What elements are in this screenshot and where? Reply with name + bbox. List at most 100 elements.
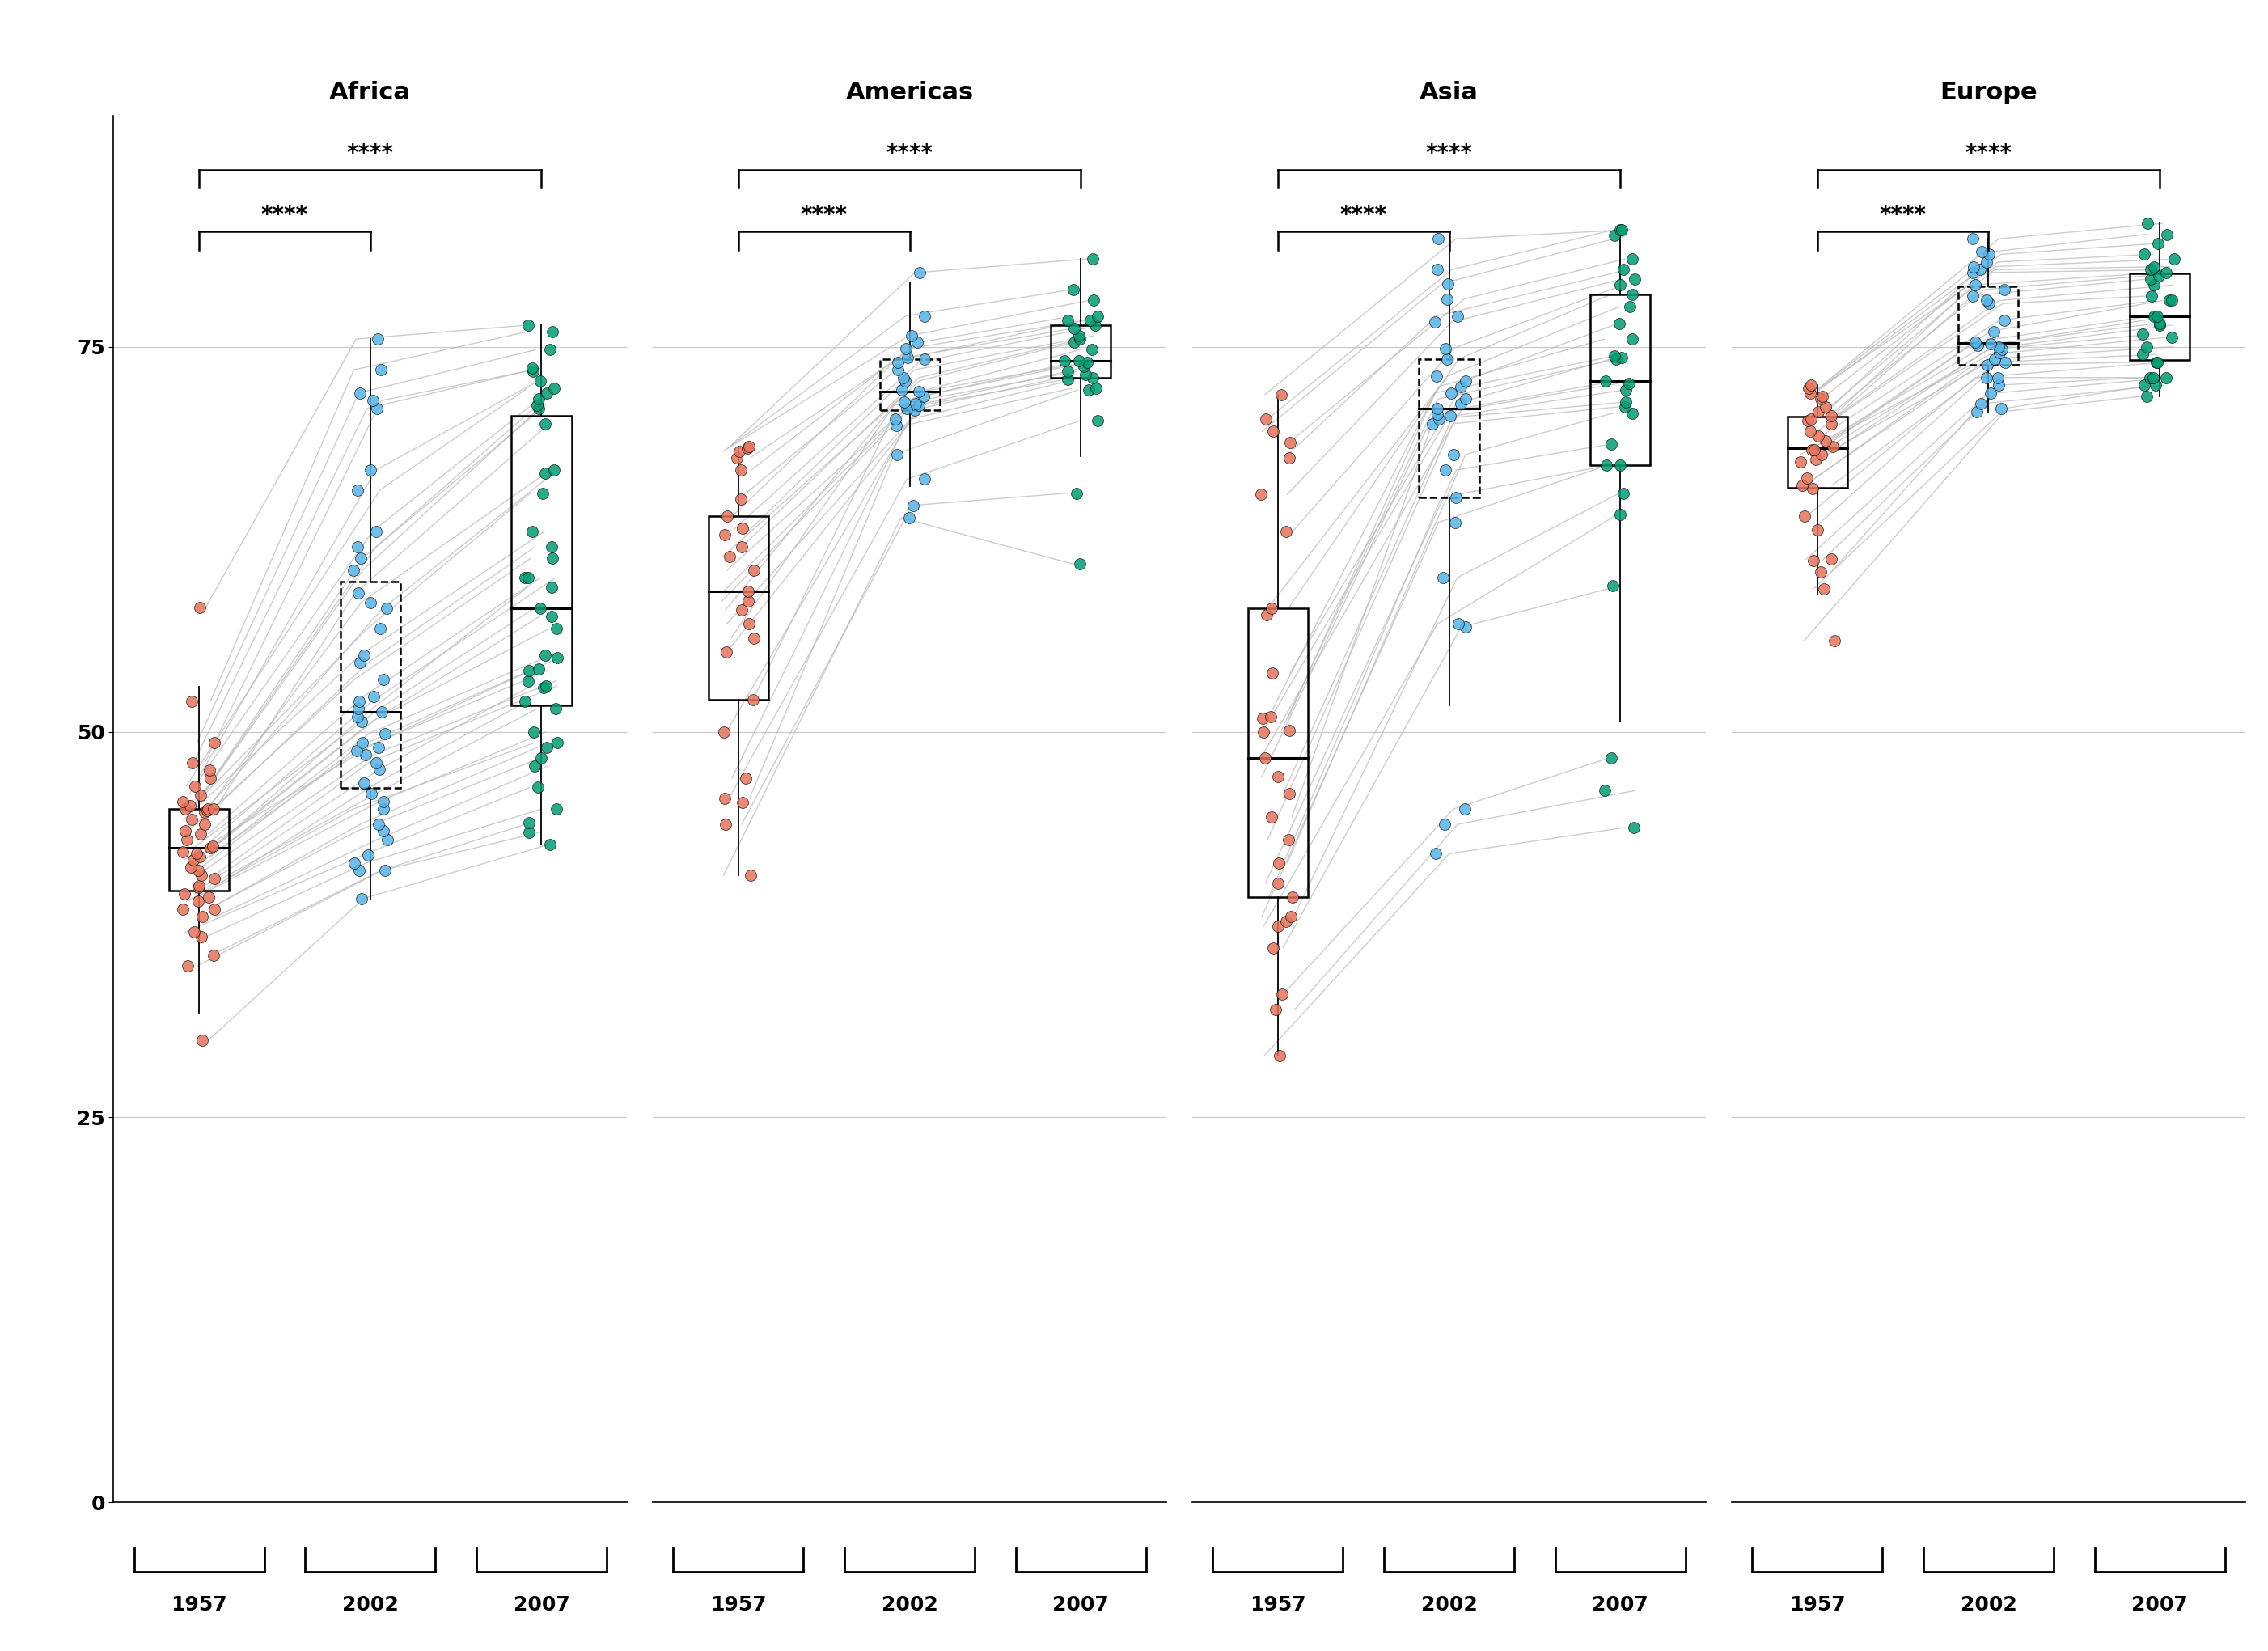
Point — [1814, 546, 1851, 573]
Text: 2002: 2002 — [882, 1595, 939, 1615]
Bar — [880, 358, 939, 409]
Point — [365, 667, 401, 693]
Point — [522, 655, 558, 682]
Point — [1960, 332, 1996, 358]
Point — [1973, 380, 2009, 406]
Point — [345, 730, 381, 756]
Point — [1794, 371, 1830, 398]
Point — [522, 596, 558, 622]
Point — [361, 756, 397, 783]
Point — [1429, 286, 1465, 312]
Bar — [2130, 274, 2189, 360]
Point — [347, 741, 383, 768]
Point — [896, 492, 932, 518]
Point — [1055, 276, 1091, 302]
Point — [533, 575, 569, 601]
Title: Asia: Asia — [1420, 81, 1479, 104]
Point — [1606, 256, 1642, 282]
Point — [1594, 431, 1631, 457]
Text: 2007: 2007 — [1592, 1595, 1649, 1615]
Point — [172, 854, 209, 880]
Point — [531, 830, 567, 857]
Point — [181, 844, 218, 870]
Bar — [1787, 416, 1846, 487]
Point — [1066, 353, 1102, 380]
Point — [2141, 229, 2177, 256]
Point — [510, 312, 547, 338]
Point — [354, 388, 390, 414]
Title: Africa: Africa — [329, 81, 411, 104]
Point — [1796, 438, 1833, 464]
Point — [887, 368, 923, 395]
Point — [1075, 287, 1111, 314]
Point — [179, 888, 215, 915]
Point — [515, 518, 551, 545]
Point — [1796, 548, 1833, 575]
Text: 1957: 1957 — [1250, 1595, 1306, 1615]
Point — [172, 792, 209, 819]
Point — [522, 368, 558, 395]
Point — [1077, 312, 1114, 338]
Point — [168, 827, 204, 854]
Point — [1973, 330, 2009, 357]
Point — [730, 578, 767, 604]
Point — [1429, 271, 1465, 297]
Text: ****: **** — [801, 203, 848, 226]
Point — [524, 480, 560, 507]
Point — [2157, 246, 2193, 272]
Point — [1792, 380, 1828, 406]
Point — [1984, 337, 2021, 363]
Point — [1438, 509, 1474, 535]
Point — [1061, 325, 1098, 352]
Point — [528, 672, 565, 698]
Point — [1980, 365, 2016, 391]
Point — [2136, 272, 2173, 299]
Point — [1601, 310, 1637, 337]
Point — [345, 769, 381, 796]
Point — [526, 411, 562, 438]
Point — [1420, 395, 1456, 421]
Point — [1254, 660, 1290, 687]
Point — [1263, 381, 1300, 408]
Text: 2007: 2007 — [2132, 1595, 2189, 1615]
Point — [1263, 981, 1300, 1007]
Point — [1980, 371, 2016, 398]
Point — [1050, 367, 1086, 393]
Point — [907, 302, 943, 329]
Point — [898, 391, 934, 418]
Point — [1597, 223, 1633, 249]
Point — [1272, 429, 1309, 456]
Point — [878, 441, 914, 467]
Point — [900, 378, 937, 404]
Point — [1447, 614, 1483, 641]
Point — [2150, 287, 2186, 314]
Point — [1252, 703, 1288, 730]
Point — [354, 781, 390, 807]
Point — [1254, 804, 1290, 830]
Point — [1980, 334, 2016, 360]
Point — [1427, 457, 1463, 484]
Point — [340, 703, 376, 730]
Point — [1275, 883, 1311, 910]
Point — [1268, 908, 1304, 934]
Point — [170, 953, 206, 979]
Point — [361, 735, 397, 761]
Point — [1442, 391, 1479, 418]
Point — [1442, 373, 1479, 400]
Point — [1050, 307, 1086, 334]
Point — [885, 376, 921, 403]
Point — [1799, 446, 1835, 472]
Point — [1603, 216, 1640, 243]
Title: Americas: Americas — [846, 81, 973, 104]
Point — [1601, 502, 1637, 528]
Point — [535, 545, 572, 571]
Point — [1447, 368, 1483, 395]
Point — [535, 319, 572, 345]
Point — [361, 325, 397, 352]
Point — [510, 809, 547, 835]
Point — [1606, 393, 1642, 419]
Point — [531, 337, 567, 363]
Point — [1987, 348, 2023, 375]
Point — [1789, 464, 1826, 490]
Text: ****: **** — [261, 203, 308, 226]
